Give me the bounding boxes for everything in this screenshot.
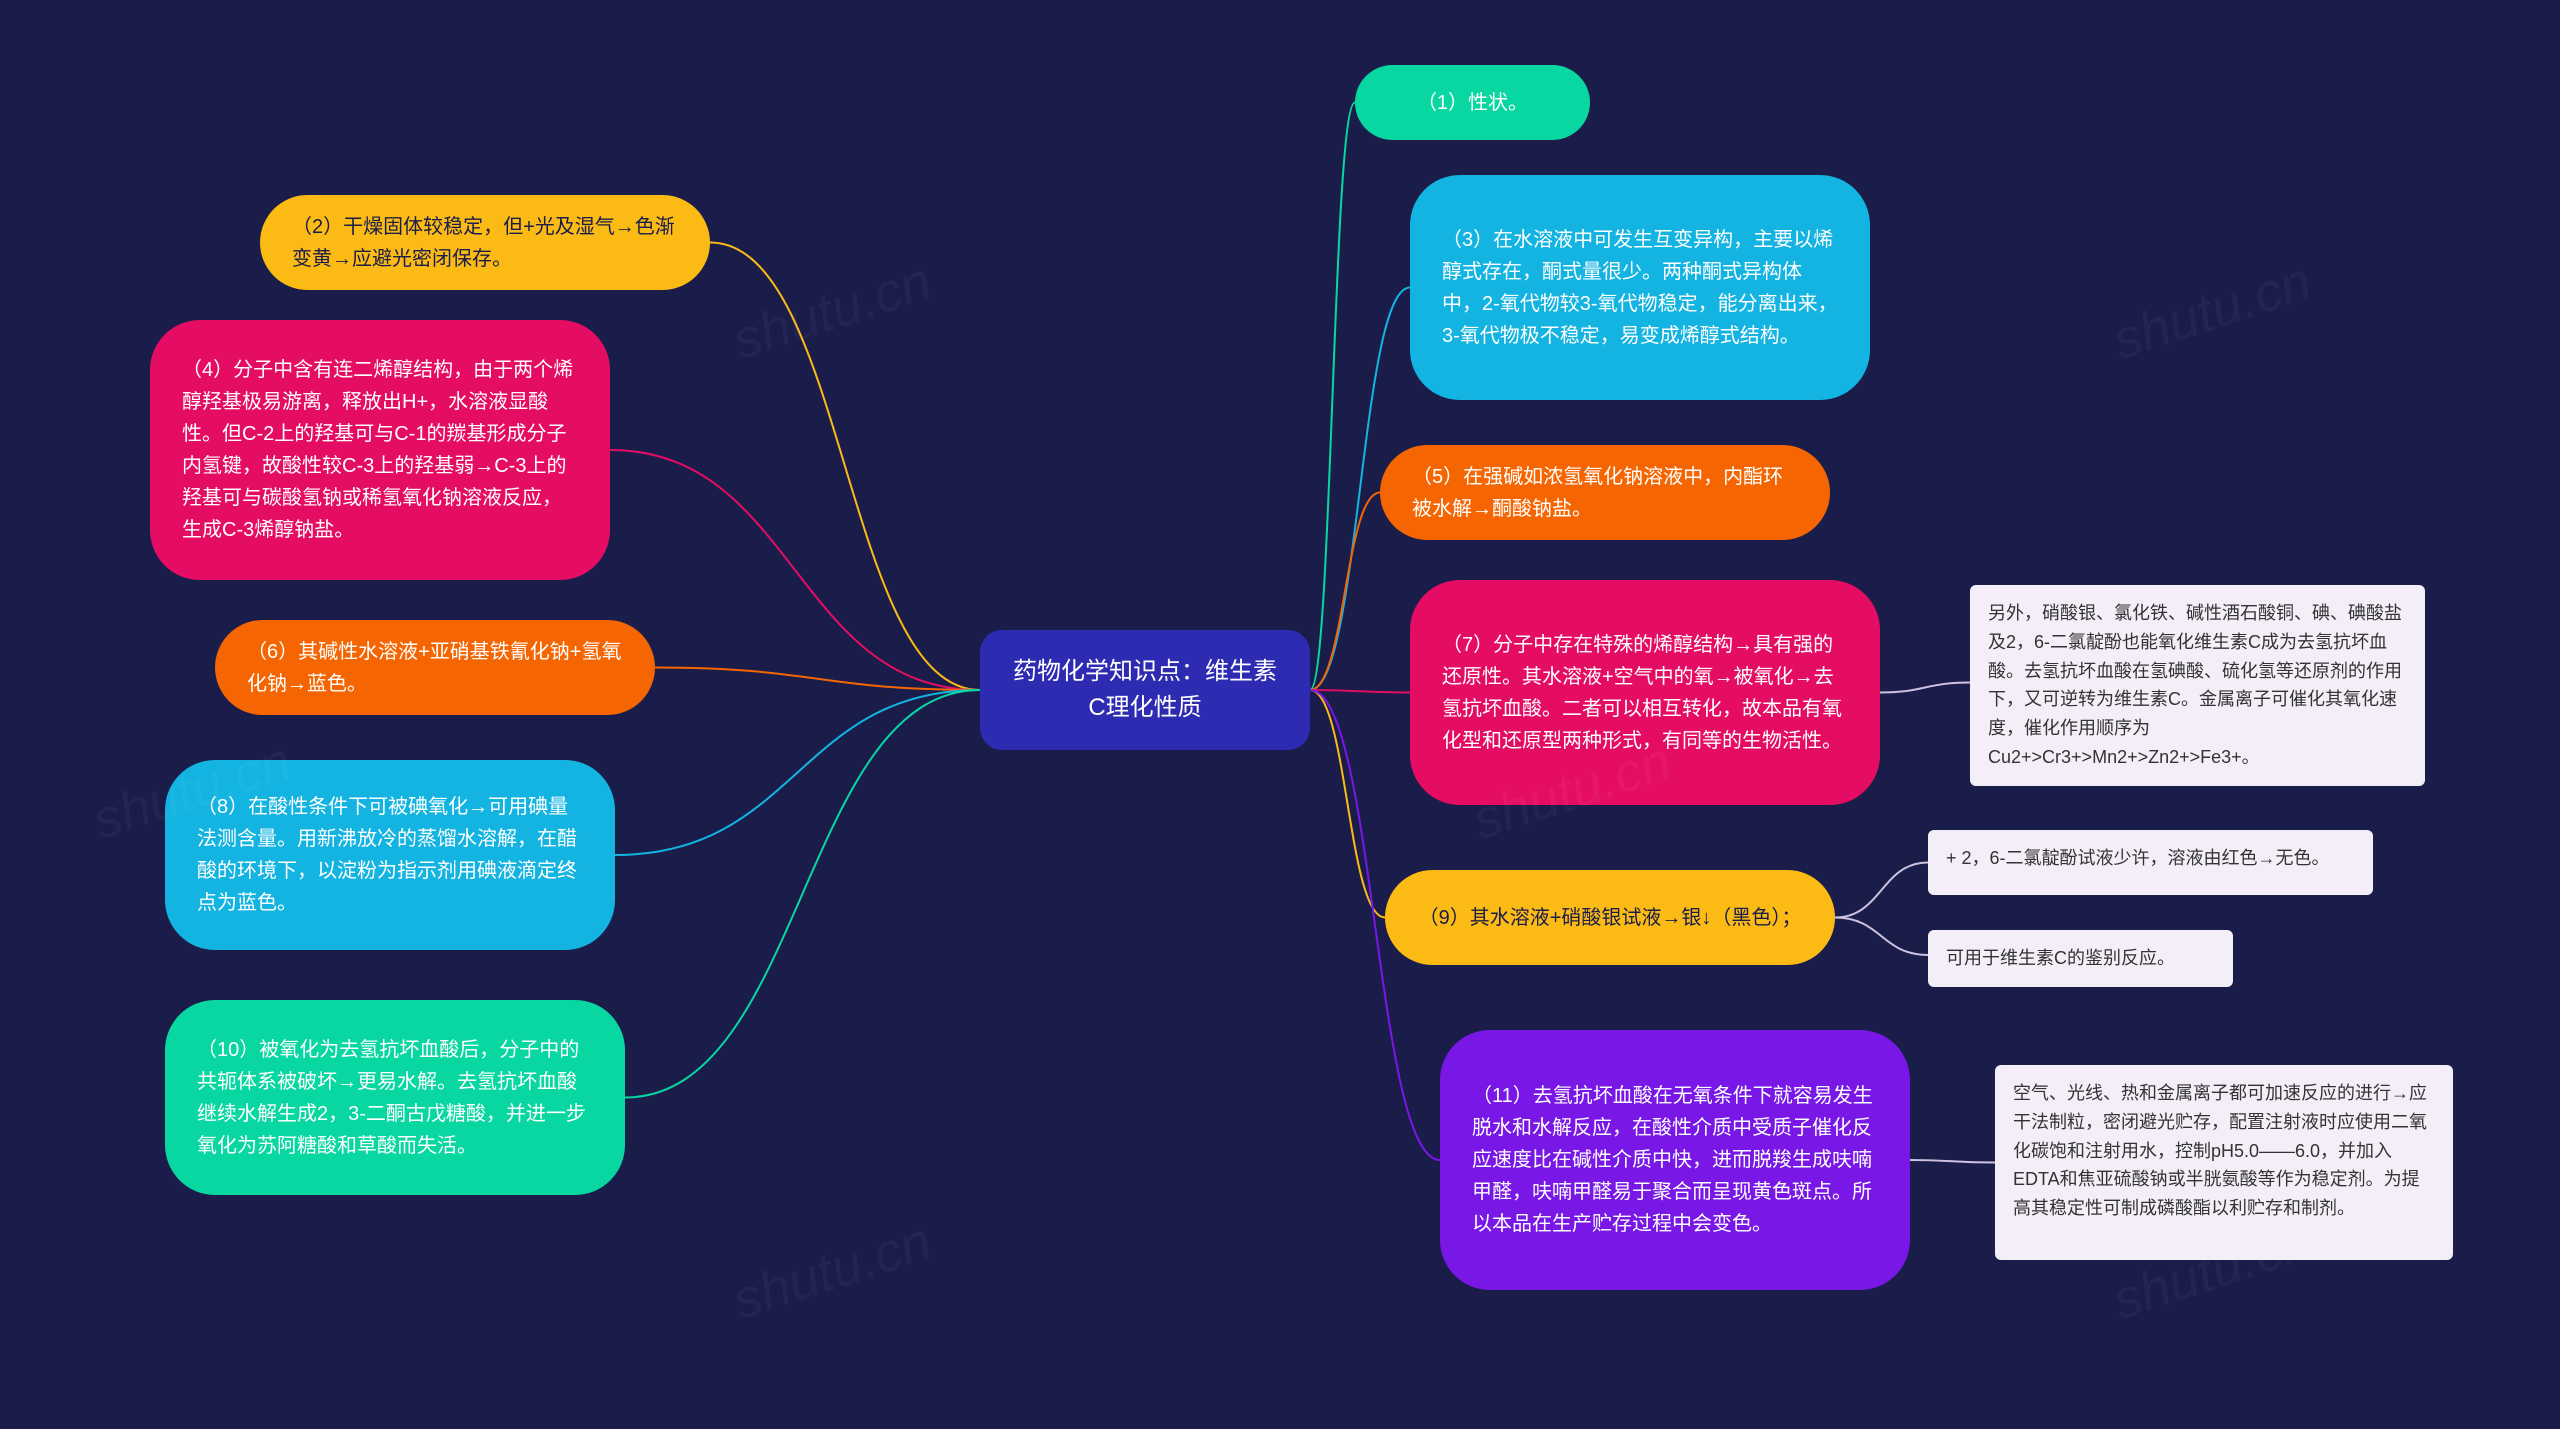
- leaf-n11-0: 空气、光线、热和金属离子都可加速反应的进行→应干法制粒，密闭避光贮存，配置注射液…: [1995, 1065, 2453, 1260]
- branch-n11: （11）去氢抗坏血酸在无氧条件下就容易发生脱水和水解反应，在酸性介质中受质子催化…: [1440, 1030, 1910, 1290]
- leaf-n9-1: 可用于维生素C的鉴别反应。: [1928, 930, 2233, 987]
- branch-n2-text: （2）干燥固体较稳定，但+光及湿气→色渐变黄→应避光密闭保存。: [292, 211, 678, 275]
- branch-n7-text: （7）分子中存在特殊的烯醇结构→具有强的还原性。其水溶液+空气中的氧→被氧化→去…: [1442, 629, 1848, 757]
- branch-n6: （6）其碱性水溶液+亚硝基铁氰化钠+氢氧化钠→蓝色。: [215, 620, 655, 715]
- watermark-0: shutu.cn: [725, 250, 938, 372]
- branch-n8: （8）在酸性条件下可被碘氧化→可用碘量法测含量。用新沸放冷的蒸馏水溶解，在醋酸的…: [165, 760, 615, 950]
- center-node-text: 药物化学知识点：维生素C理化性质: [1012, 654, 1278, 726]
- branch-n4: （4）分子中含有连二烯醇结构，由于两个烯醇羟基极易游离，释放出H+，水溶液显酸性…: [150, 320, 610, 580]
- branch-n5-text: （5）在强碱如浓氢氧化钠溶液中，内酯环被水解→酮酸钠盐。: [1412, 461, 1798, 525]
- watermark-1: shutu.cn: [2105, 250, 2318, 372]
- branch-n10: （10）被氧化为去氢抗坏血酸后，分子中的共轭体系被破坏→更易水解。去氢抗坏血酸继…: [165, 1000, 625, 1195]
- branch-n3-text: （3）在水溶液中可发生互变异构，主要以烯醇式存在，酮式量很少。两种酮式异构体中，…: [1442, 224, 1838, 352]
- branch-n1-text: （1）性状。: [1417, 87, 1528, 119]
- branch-n1: （1）性状。: [1355, 65, 1590, 140]
- watermark-4: shutu.cn: [725, 1210, 938, 1332]
- branch-n9: （9）其水溶液+硝酸银试液→银↓（黑色）；: [1385, 870, 1835, 965]
- branch-n3: （3）在水溶液中可发生互变异构，主要以烯醇式存在，酮式量很少。两种酮式异构体中，…: [1410, 175, 1870, 400]
- branch-n5: （5）在强碱如浓氢氧化钠溶液中，内酯环被水解→酮酸钠盐。: [1380, 445, 1830, 540]
- branch-n9-text: （9）其水溶液+硝酸银试液→银↓（黑色）；: [1419, 902, 1802, 934]
- center-node: 药物化学知识点：维生素C理化性质: [980, 630, 1310, 750]
- branch-n2: （2）干燥固体较稳定，但+光及湿气→色渐变黄→应避光密闭保存。: [260, 195, 710, 290]
- leaf-n9-0: + 2，6-二氯靛酚试液少许，溶液由红色→无色。: [1928, 830, 2373, 895]
- branch-n6-text: （6）其碱性水溶液+亚硝基铁氰化钠+氢氧化钠→蓝色。: [247, 636, 623, 700]
- branch-n10-text: （10）被氧化为去氢抗坏血酸后，分子中的共轭体系被破坏→更易水解。去氢抗坏血酸继…: [197, 1034, 593, 1162]
- leaf-n7-0: 另外，硝酸银、氯化铁、碱性酒石酸铜、碘、碘酸盐及2，6-二氯靛酚也能氧化维生素C…: [1970, 585, 2425, 786]
- branch-n11-text: （11）去氢抗坏血酸在无氧条件下就容易发生脱水和水解反应，在酸性介质中受质子催化…: [1472, 1080, 1878, 1240]
- branch-n4-text: （4）分子中含有连二烯醇结构，由于两个烯醇羟基极易游离，释放出H+，水溶液显酸性…: [182, 354, 578, 546]
- branch-n7: （7）分子中存在特殊的烯醇结构→具有强的还原性。其水溶液+空气中的氧→被氧化→去…: [1410, 580, 1880, 805]
- branch-n8-text: （8）在酸性条件下可被碘氧化→可用碘量法测含量。用新沸放冷的蒸馏水溶解，在醋酸的…: [197, 791, 583, 919]
